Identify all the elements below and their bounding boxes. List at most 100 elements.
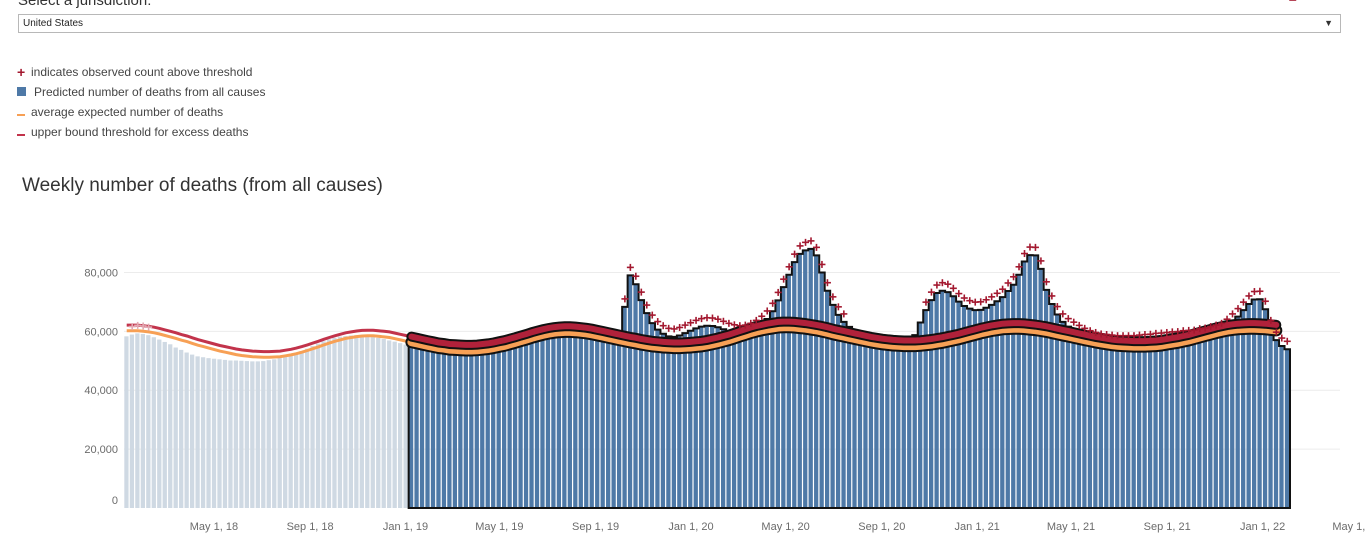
above-threshold-plus <box>982 296 990 304</box>
bar <box>189 354 195 508</box>
bar <box>419 348 425 508</box>
bar <box>244 361 250 508</box>
bar <box>1054 314 1060 508</box>
above-threshold-plus <box>1256 287 1264 295</box>
bar <box>1000 297 1005 508</box>
bar <box>923 310 928 508</box>
bar <box>890 340 895 508</box>
jurisdiction-select[interactable]: United States ▼ <box>18 14 1341 33</box>
bar <box>321 341 326 508</box>
legend-label: Predicted number of deaths from all caus… <box>34 85 266 99</box>
bar <box>967 308 972 508</box>
bar <box>200 357 206 508</box>
bar <box>496 349 501 508</box>
above-threshold-plus <box>812 243 820 251</box>
bar <box>534 339 540 508</box>
above-threshold-plus <box>145 323 153 331</box>
bar <box>901 341 906 508</box>
above-threshold-plus <box>769 299 777 307</box>
bar <box>315 343 321 508</box>
legend-label: average expected number of deaths <box>31 105 224 119</box>
bar <box>1219 331 1224 508</box>
bar <box>1087 338 1093 508</box>
bar <box>584 336 589 508</box>
bar <box>1076 333 1082 508</box>
bar <box>1043 289 1049 508</box>
legend-label: indicates observed count above threshold <box>31 65 253 79</box>
above-threshold-plus <box>632 272 640 280</box>
above-threshold-plus <box>1048 292 1056 300</box>
above-threshold-plus <box>139 322 147 330</box>
above-threshold-plus <box>1146 330 1154 338</box>
bar <box>480 351 485 508</box>
bar <box>507 346 512 508</box>
bar <box>151 337 156 508</box>
above-threshold-plus <box>659 322 667 330</box>
above-threshold-plus <box>1174 328 1182 336</box>
above-threshold-plus <box>1201 324 1209 332</box>
above-threshold-plus <box>758 312 766 320</box>
bar <box>879 339 885 508</box>
bar <box>135 333 140 508</box>
x-tick-label: Sep 1, 21 <box>1144 521 1191 533</box>
above-threshold-plus <box>692 316 700 324</box>
bar <box>1246 303 1251 508</box>
above-threshold-plus <box>719 317 727 325</box>
bar <box>299 351 304 508</box>
bar <box>710 326 715 508</box>
bar <box>414 346 419 508</box>
above-threshold-plus <box>1190 326 1198 334</box>
bar <box>387 340 392 508</box>
legend-label: upper bound threshold for excess deaths <box>31 125 249 139</box>
bar <box>430 350 436 508</box>
bar <box>447 352 452 508</box>
bar <box>786 274 791 508</box>
bar <box>1158 341 1164 508</box>
above-threshold-plus <box>670 325 678 333</box>
bar <box>398 343 403 508</box>
bar <box>452 352 458 508</box>
bar <box>1241 310 1246 508</box>
above-threshold-plus <box>829 293 837 301</box>
bar <box>1164 340 1169 508</box>
bar <box>567 335 572 508</box>
bar <box>474 351 479 508</box>
bar <box>1262 309 1268 508</box>
bar <box>436 351 441 508</box>
bar <box>129 334 135 508</box>
bar <box>272 359 277 508</box>
above-threshold-plus <box>1239 298 1247 306</box>
above-threshold-plus <box>1004 279 1012 287</box>
bar <box>146 335 151 508</box>
bar <box>797 253 802 508</box>
above-threshold-plus <box>626 263 634 271</box>
y-tick-label: 40,000 <box>84 385 118 397</box>
bar <box>720 329 726 508</box>
bar <box>660 333 666 508</box>
bar <box>1104 342 1109 508</box>
above-threshold-plus <box>785 263 793 271</box>
bar <box>939 290 945 508</box>
x-tick-label: Jan 1, 19 <box>383 521 428 533</box>
above-threshold-plus <box>1053 303 1061 311</box>
above-threshold-plus <box>993 289 1001 297</box>
bar <box>184 352 189 508</box>
above-threshold-plus <box>1031 243 1039 251</box>
chevron-down-icon[interactable]: ▼ <box>1324 18 1333 28</box>
bar <box>808 248 813 508</box>
bar <box>1137 343 1142 508</box>
legend-item-threshold: upper bound threshold for excess deaths <box>17 122 265 142</box>
above-threshold-plus <box>752 316 760 324</box>
bar <box>168 344 173 508</box>
bar <box>1131 343 1136 508</box>
above-threshold-plus <box>834 303 842 311</box>
bar <box>846 326 852 508</box>
bar <box>551 336 556 508</box>
bar <box>408 345 414 508</box>
above-threshold-plus <box>1070 318 1078 326</box>
above-threshold-plus <box>1212 321 1220 329</box>
bar <box>228 360 233 508</box>
bar <box>1230 321 1235 508</box>
above-threshold-plus <box>763 307 771 315</box>
